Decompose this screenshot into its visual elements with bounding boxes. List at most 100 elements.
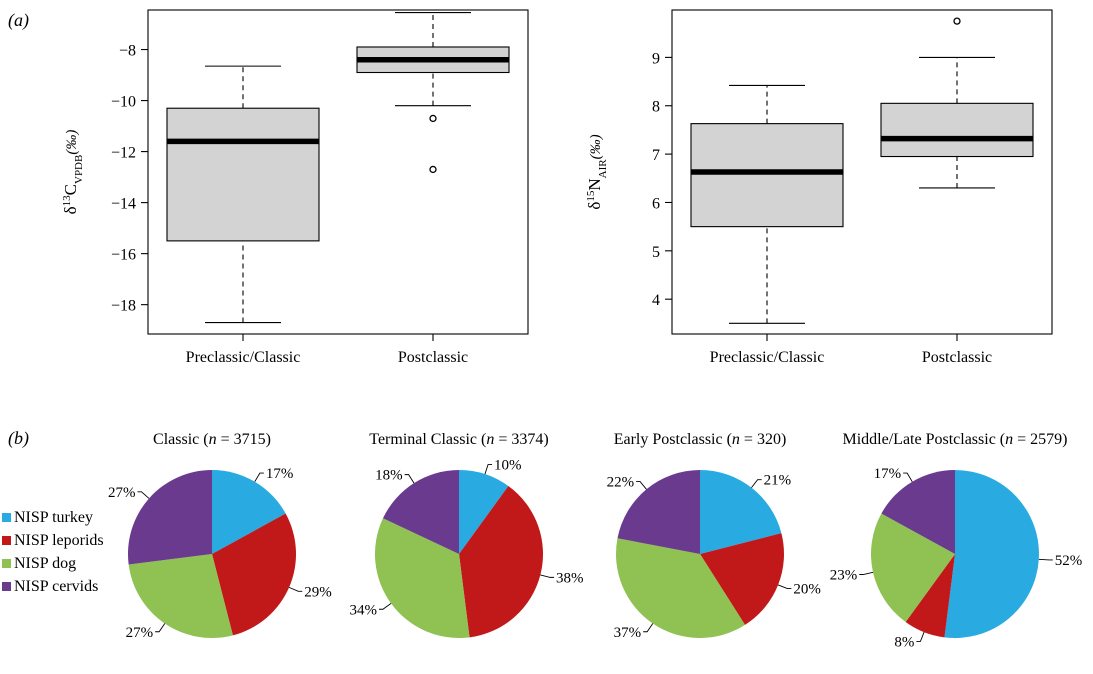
outlier-point (429, 114, 437, 123)
pie-slice (128, 554, 233, 638)
slice-label: 34% (349, 602, 377, 618)
box-plot-1: −18 −16 −14 −12 −10 −8 Preclassic/Classic Postc… (61, 9, 529, 366)
slice-label: 22% (607, 475, 635, 491)
legend-swatch (2, 536, 11, 545)
slice-leader-line (1038, 558, 1053, 561)
slice-label: 38% (556, 570, 584, 586)
y-tick-label: 8 (652, 99, 660, 116)
slice-leader-line (916, 631, 925, 642)
y-tick-label: −10 (111, 94, 136, 111)
pie-slice (700, 533, 784, 625)
pie-slice (459, 486, 544, 638)
x-tick-label: Preclassic/Classic (710, 349, 825, 366)
x-tick-label: Postclassic (922, 349, 992, 366)
panel-label-a: (a) (8, 10, 29, 31)
y-tick-label: −16 (111, 247, 136, 264)
box-1 (166, 65, 320, 324)
legend-label: NISP dog (14, 555, 76, 572)
legend: NISP turkey NISP leporids NISP dog NISP cer… (2, 509, 104, 595)
iqr-box (880, 102, 1034, 158)
legend-item: NISP cervids (2, 578, 98, 595)
slice-label: 23% (830, 568, 858, 584)
pie-slice (212, 513, 297, 636)
pie-slice (382, 469, 459, 554)
iqr-box (690, 123, 844, 228)
legend-swatch (2, 559, 11, 568)
y-tick-label: −8 (119, 43, 136, 60)
slice-label: 27% (126, 625, 154, 641)
y-tick-label: 9 (652, 50, 660, 67)
y-tick-label: 5 (652, 244, 660, 261)
x-tick-label: Postclassic (398, 349, 468, 366)
pie-slice (617, 470, 700, 554)
y-tick-label: 7 (652, 147, 660, 164)
slice-leader-line (636, 481, 647, 490)
pie-3: Early Postclassic (n = 320) 21% 20% 37% 22% (607, 431, 821, 641)
box-2 (880, 17, 1034, 189)
box-1 (690, 84, 844, 324)
pie-slice (212, 470, 286, 554)
legend-label: NISP turkey (14, 509, 93, 526)
outlier-point (429, 165, 437, 174)
box-plot-2: 4 5 6 7 8 9 Preclassic/Classic Postclassic δ15NA… (585, 9, 1053, 366)
y-tick-label: −14 (111, 196, 136, 213)
pie-slice (127, 470, 212, 565)
pie-1: Classic (n = 3715) 17% 29% 27% 27% (108, 431, 332, 641)
slice-label: 10% (494, 458, 522, 474)
pie-slice (870, 513, 955, 622)
pie-slice (881, 470, 955, 554)
slice-label: 8% (894, 634, 914, 650)
pie-title: Middle/Late Postclassic (n = 2579) (843, 431, 1068, 448)
panel-label-b: (b) (8, 428, 29, 449)
slice-label: 17% (874, 466, 902, 482)
y-tick-label: 4 (652, 292, 660, 309)
slice-label: 37% (614, 625, 642, 641)
pie-slice (700, 470, 782, 554)
plot-frame (671, 9, 1053, 335)
legend-item: NISP turkey (2, 509, 93, 526)
x-tick-label: Preclassic/Classic (186, 349, 301, 366)
slice-leader-line (288, 586, 303, 592)
slice-leader-line (484, 464, 493, 475)
slice-leader-line (155, 623, 166, 633)
legend-label: NISP leporids (14, 532, 104, 549)
pie-slice (944, 470, 1039, 638)
slice-label: 21% (764, 473, 792, 489)
pie-slice (374, 518, 470, 639)
slice-label: 17% (266, 466, 294, 482)
slice-leader-line (751, 479, 762, 488)
pie-slice (459, 470, 509, 554)
slice-leader-line (137, 491, 150, 499)
slice-label: 29% (304, 584, 332, 600)
y-tick-label: 6 (652, 195, 660, 212)
y-tick-label: −12 (111, 145, 136, 162)
legend-swatch (2, 582, 11, 591)
slice-leader-line (540, 574, 555, 578)
pie-title: Classic (n = 3715) (153, 431, 271, 448)
pie-slice (616, 538, 746, 638)
pie-slice (905, 554, 955, 638)
pie-charts: Classic (n = 3715) 17% 29% 27% 27% Terminal C… (108, 431, 1082, 650)
plot-frame (147, 9, 529, 335)
slice-label: 20% (793, 582, 821, 598)
slice-leader-line (643, 623, 654, 633)
y-axis-label: δ15NAIR(‰) (585, 134, 609, 209)
slice-label: 27% (108, 485, 136, 501)
y-tick-label: −18 (111, 298, 136, 315)
slice-leader-line (378, 603, 392, 610)
outlier-point (953, 17, 961, 25)
slice-leader-line (777, 584, 792, 590)
legend-swatch (2, 513, 11, 522)
slice-leader-line (859, 571, 874, 575)
pie-title: Early Postclassic (n = 320) (614, 431, 787, 448)
y-axis-label: δ13CVPDB(‰) (61, 130, 85, 215)
slice-leader-line (404, 474, 415, 484)
pie-4: Middle/Late Postclassic (n = 2579) 52% 8% 2… (830, 431, 1083, 650)
box-plots: −18 −16 −14 −12 −10 −8 Preclassic/Classic Postc… (61, 9, 1053, 366)
slice-leader-line (903, 472, 913, 482)
slice-leader-line (254, 472, 264, 482)
pie-2: Terminal Classic (n = 3374) 10% 38% 34% 18% (349, 431, 584, 639)
box-2 (356, 12, 510, 174)
legend-item: NISP leporids (2, 532, 104, 549)
